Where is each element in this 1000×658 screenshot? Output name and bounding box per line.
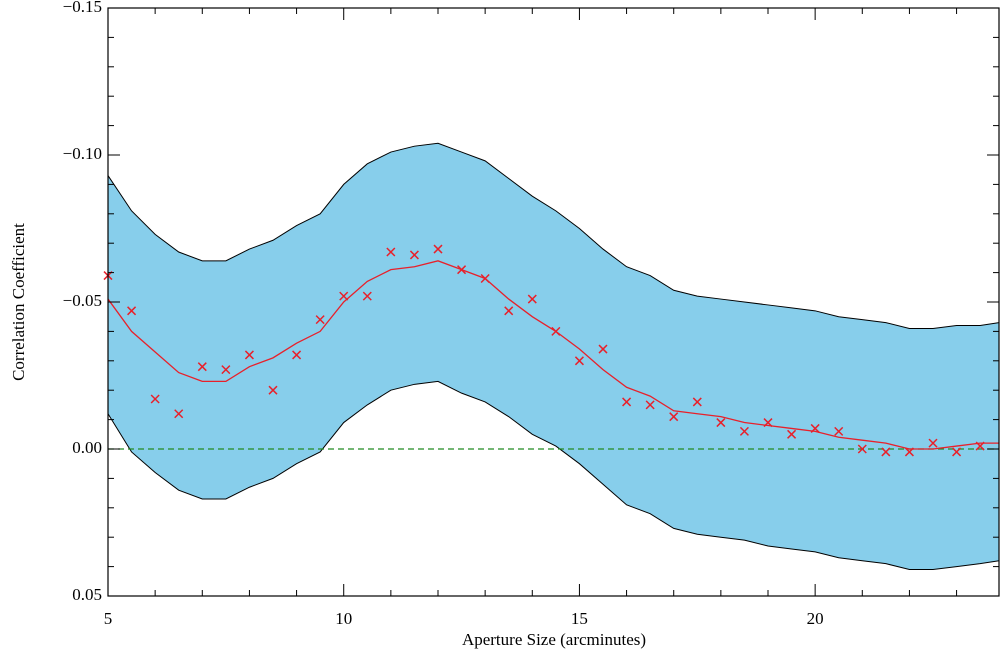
data-point [692, 397, 702, 407]
y-tick-label: 0.00 [72, 438, 102, 457]
data-point [174, 409, 184, 419]
data-point [244, 350, 254, 360]
data-point [127, 306, 137, 316]
data-point [527, 294, 537, 304]
y-tick-label: −0.05 [63, 291, 102, 310]
data-point [409, 250, 419, 260]
data-point [292, 350, 302, 360]
data-point [315, 315, 325, 325]
data-point [904, 447, 914, 457]
data-point [551, 326, 561, 336]
data-point [834, 426, 844, 436]
data-point [480, 273, 490, 284]
data-point [574, 356, 584, 366]
y-axis-label: Correlation Coefficient [9, 223, 28, 381]
data-point [857, 444, 867, 454]
data-point [810, 423, 820, 433]
y-tick-label: −0.15 [63, 0, 102, 16]
x-tick-label: 15 [571, 609, 588, 628]
data-point [362, 291, 372, 301]
x-tick-label: 10 [335, 609, 352, 628]
data-point [763, 418, 773, 428]
x-axis-label: Aperture Size (arcminutes) [462, 630, 646, 649]
data-point [622, 397, 632, 407]
data-point [787, 429, 797, 439]
y-tick-label: 0.05 [72, 585, 102, 604]
data-point [669, 412, 679, 422]
data-point [952, 447, 962, 457]
data-point [221, 365, 231, 375]
data-point [457, 265, 467, 275]
band-edge [107, 142, 1000, 329]
data-point [881, 447, 891, 457]
data-point [433, 244, 443, 254]
data-point [975, 441, 985, 451]
x-tick-label: 20 [807, 609, 824, 628]
data-point [268, 385, 278, 395]
data-point [716, 418, 726, 428]
data-point [598, 344, 608, 354]
data-point [504, 306, 514, 316]
data-point [928, 438, 938, 448]
data-point [386, 247, 396, 257]
data-point [339, 291, 349, 301]
data-point [197, 362, 207, 372]
x-tick-label: 5 [104, 609, 113, 628]
confidence-band [108, 143, 999, 570]
data-point [645, 400, 655, 410]
data-point [739, 426, 749, 436]
y-tick-label: −0.10 [63, 144, 102, 163]
band-edge [107, 380, 1000, 571]
data-point [150, 394, 160, 404]
